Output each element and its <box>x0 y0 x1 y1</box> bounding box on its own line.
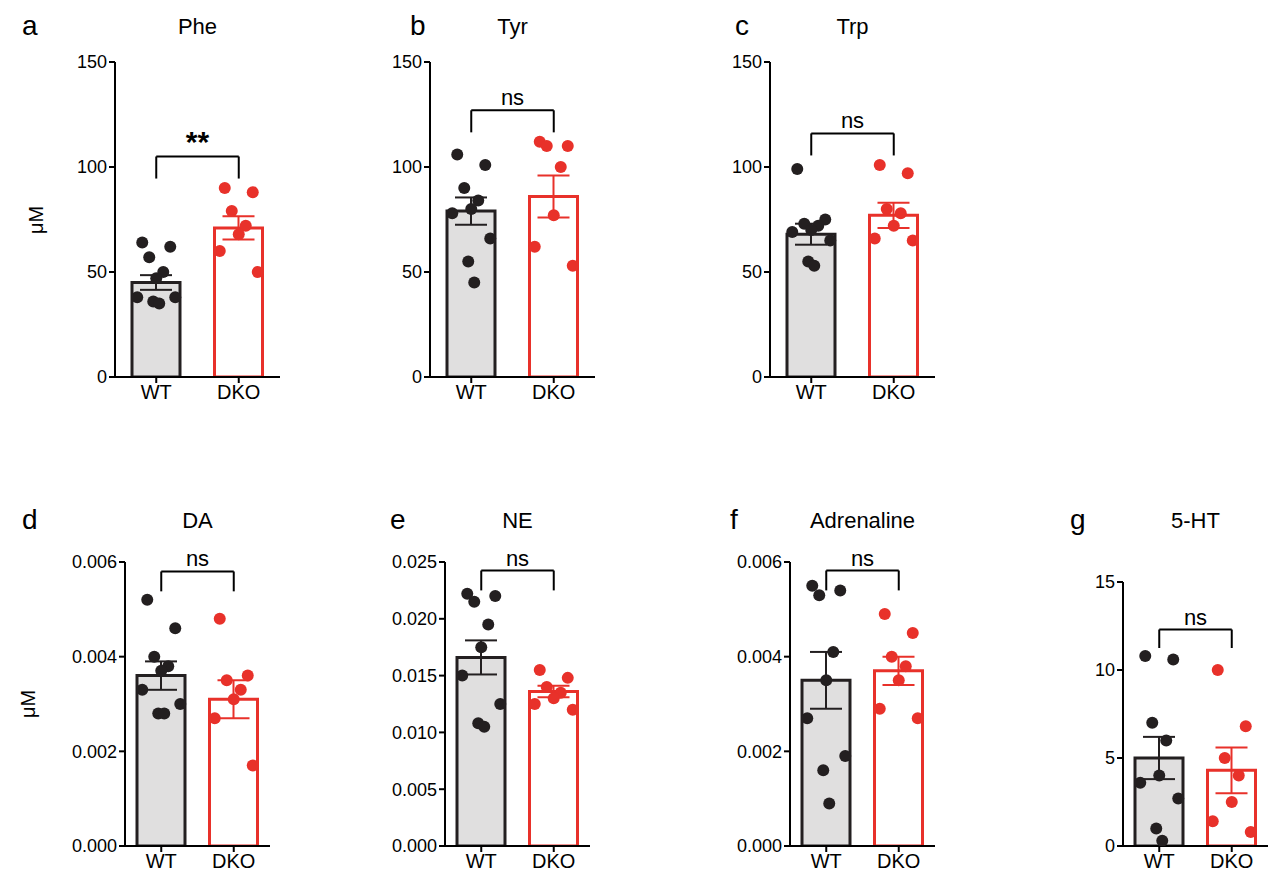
svg-text:0.020: 0.020 <box>392 609 437 629</box>
svg-text:10: 10 <box>1095 660 1115 680</box>
html-text:μM: μM <box>16 689 39 719</box>
svg-text:WT: WT <box>456 381 487 403</box>
svg-text:0.025: 0.025 <box>392 552 437 572</box>
svg-text:DKO: DKO <box>1210 850 1253 872</box>
svg-text:0.010: 0.010 <box>392 723 437 743</box>
svg-text:0.002: 0.002 <box>72 742 117 762</box>
html-text:c: c <box>735 10 749 41</box>
svg-text:0.004: 0.004 <box>72 647 117 667</box>
svg-text:100: 100 <box>392 157 422 177</box>
svg-text:WT: WT <box>1144 850 1175 872</box>
html-text:a: a <box>22 10 38 41</box>
svg-text:100: 100 <box>732 157 762 177</box>
html-text:DA: DA <box>182 508 213 533</box>
svg-text:150: 150 <box>77 52 107 72</box>
svg-text:0: 0 <box>97 367 107 387</box>
svg-text:WT: WT <box>146 850 177 872</box>
svg-text:50: 50 <box>742 262 762 282</box>
svg-text:0.004: 0.004 <box>737 647 782 667</box>
html-text:μM: μM <box>24 205 47 234</box>
svg-text:ns: ns <box>841 108 864 133</box>
svg-text:ns: ns <box>851 546 874 571</box>
svg-text:15: 15 <box>1095 572 1115 592</box>
html-text:Adrenaline: Adrenaline <box>809 508 916 533</box>
html-text:g: g <box>1070 504 1086 535</box>
svg-text:0: 0 <box>412 367 422 387</box>
svg-text:50: 50 <box>87 262 107 282</box>
svg-text:DKO: DKO <box>212 850 255 872</box>
html-text:e: e <box>390 504 406 535</box>
svg-text:DKO: DKO <box>217 381 260 403</box>
html-text:Phe: Phe <box>177 14 218 39</box>
svg-text:ns: ns <box>506 546 529 571</box>
svg-text:DKO: DKO <box>877 850 920 872</box>
svg-text:DKO: DKO <box>532 381 575 403</box>
svg-text:0.005: 0.005 <box>392 780 437 800</box>
html-text:f: f <box>730 504 738 535</box>
svg-text:DKO: DKO <box>872 381 915 403</box>
svg-text:ns: ns <box>1184 605 1207 630</box>
svg-text:0.015: 0.015 <box>392 666 437 686</box>
svg-text:0.000: 0.000 <box>392 836 437 856</box>
svg-text:5: 5 <box>1105 748 1115 768</box>
html-text:5-HT: 5-HT <box>1171 508 1220 533</box>
svg-text:WT: WT <box>811 850 842 872</box>
svg-text:0.006: 0.006 <box>737 552 782 572</box>
svg-text:150: 150 <box>392 52 422 72</box>
svg-text:ns: ns <box>186 546 209 571</box>
svg-text:WT: WT <box>796 381 827 403</box>
html-text:b: b <box>410 10 426 41</box>
svg-text:0.002: 0.002 <box>737 742 782 762</box>
svg-text:150: 150 <box>732 52 762 72</box>
svg-text:0.000: 0.000 <box>72 836 117 856</box>
html-text:NE: NE <box>502 508 533 533</box>
html-text:d: d <box>22 504 38 535</box>
svg-text:0: 0 <box>752 367 762 387</box>
svg-text:DKO: DKO <box>532 850 575 872</box>
html-text:Trp: Trp <box>836 14 869 39</box>
svg-text:ns: ns <box>501 85 524 110</box>
svg-text:**: ** <box>186 125 210 158</box>
svg-text:WT: WT <box>466 850 497 872</box>
svg-text:0.000: 0.000 <box>737 836 782 856</box>
svg-text:0: 0 <box>1105 836 1115 856</box>
svg-text:0.006: 0.006 <box>72 552 117 572</box>
html-text:Tyr: Tyr <box>497 14 528 39</box>
svg-text:WT: WT <box>141 381 172 403</box>
svg-text:50: 50 <box>402 262 422 282</box>
svg-text:100: 100 <box>77 157 107 177</box>
